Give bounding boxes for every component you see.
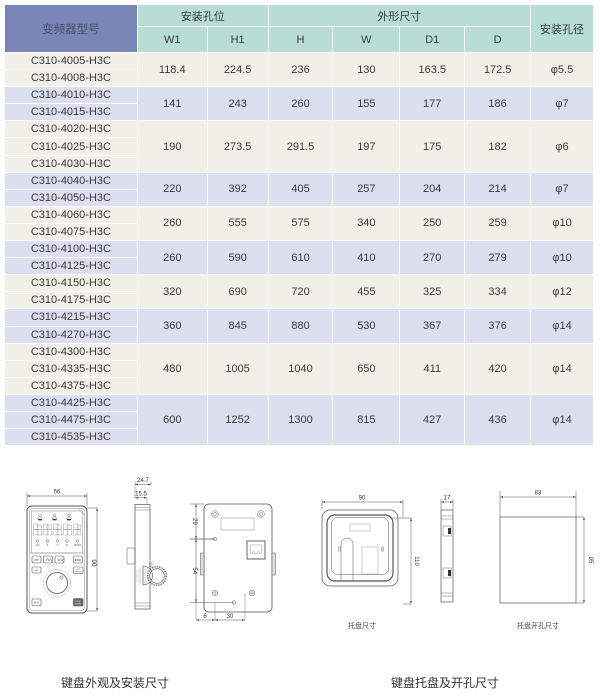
svg-text:6: 6 <box>203 614 207 620</box>
svg-text:A: A <box>46 543 48 547</box>
svg-text:>>: >> <box>34 557 39 562</box>
svg-text:110: 110 <box>413 556 419 566</box>
svg-text:54: 54 <box>191 567 197 574</box>
svg-text:VK: VK <box>34 568 38 572</box>
svg-text:24.7: 24.7 <box>137 478 149 484</box>
svg-text:90: 90 <box>359 496 366 502</box>
svg-text:V: V <box>56 543 58 547</box>
svg-text:29: 29 <box>191 518 197 525</box>
svg-text:OFFSET: OFFSET <box>74 571 83 573</box>
svg-text:ESC: ESC <box>75 558 82 562</box>
svg-text:托盘尺寸: 托盘尺寸 <box>348 621 376 630</box>
svg-text:90: 90 <box>90 559 97 567</box>
svg-text:RUN: RUN <box>34 600 40 604</box>
svg-text:83: 83 <box>535 491 542 497</box>
svg-text:Hz: Hz <box>36 543 40 547</box>
svg-text:15.5: 15.5 <box>135 491 147 497</box>
svg-text:95: 95 <box>587 557 593 564</box>
svg-text:RPM: RPM <box>74 543 81 547</box>
svg-text:RESET: RESET <box>75 603 82 605</box>
svg-text:F: F <box>66 543 68 547</box>
svg-text:17: 17 <box>444 496 451 502</box>
svg-text:30: 30 <box>227 614 234 620</box>
svg-text:56: 56 <box>54 490 61 496</box>
svg-text:托盘开孔尺寸: 托盘开孔尺寸 <box>517 621 559 630</box>
